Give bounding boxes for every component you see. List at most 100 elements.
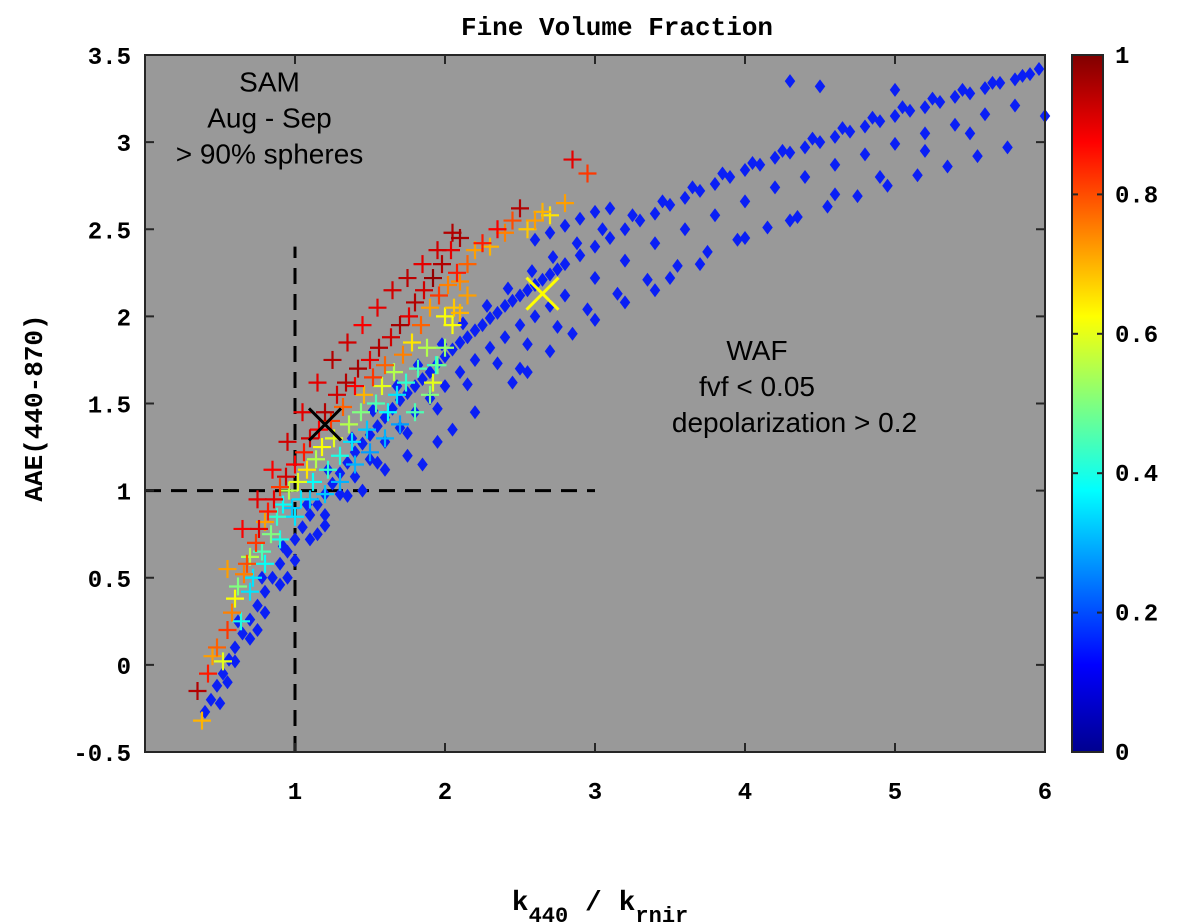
sam-point: [370, 338, 388, 357]
waf-point: [807, 131, 818, 146]
x-label-k2: k: [619, 888, 636, 919]
waf-point: [537, 272, 548, 287]
sam-point: [481, 237, 499, 256]
waf-point: [1033, 61, 1045, 76]
waf-point: [312, 527, 323, 542]
waf-point: [469, 405, 481, 420]
sam-point: [298, 460, 316, 479]
waf-point: [582, 302, 593, 317]
sam-point: [451, 272, 469, 291]
sam-point: [443, 316, 462, 335]
waf-point: [657, 194, 668, 209]
sam-point: [307, 450, 325, 469]
waf-point: [454, 365, 466, 380]
waf-point: [972, 149, 983, 164]
sam-point: [361, 350, 379, 369]
waf-point: [259, 605, 271, 620]
sam-point: [343, 432, 361, 451]
waf-point: [304, 532, 316, 547]
waf-point: [777, 143, 788, 158]
waf-point: [327, 476, 338, 491]
waf-point: [589, 204, 601, 219]
x-axis-ticks: 1 2 3 4 5 6: [288, 55, 1052, 807]
waf-point: [484, 340, 496, 355]
waf-point: [867, 110, 878, 125]
waf-point: [739, 163, 751, 178]
sam-point: [337, 373, 355, 392]
waf-point: [567, 326, 578, 341]
waf-point: [282, 570, 293, 585]
sam-point: [541, 206, 559, 225]
sam-point: [496, 223, 514, 242]
waf-point: [571, 236, 583, 251]
waf-point: [762, 220, 773, 235]
waf-point: [874, 169, 886, 184]
annotations: SAM Aug - Sep > 90% spheres WAF fvf < 0.05 de…: [176, 67, 917, 438]
sam-point: [250, 519, 268, 538]
waf-point: [499, 330, 511, 345]
y-tick-label: 1.5: [88, 394, 131, 421]
waf-point: [357, 483, 368, 498]
sam-point: [328, 385, 346, 404]
sam-point: [265, 490, 283, 509]
reference-lines: [145, 246, 595, 752]
sam-point: [473, 234, 492, 253]
waf-point: [342, 455, 353, 470]
waf-point: [612, 286, 623, 301]
colorbar-tick-label: 1: [1115, 44, 1129, 71]
waf-point: [319, 508, 331, 523]
sam-point: [244, 568, 262, 587]
waf-point: [829, 129, 841, 144]
waf-point: [432, 401, 443, 416]
waf-point: [529, 232, 541, 247]
waf-point: [492, 305, 503, 320]
waf-point: [1024, 67, 1036, 82]
waf-point: [694, 257, 706, 272]
sam-point: [451, 228, 469, 247]
waf-point: [259, 584, 271, 599]
waf-point: [447, 422, 458, 437]
sam-point: [188, 682, 207, 701]
sam-point: [448, 263, 466, 282]
sam-point: [406, 403, 424, 422]
colorbar-tick-label: 0.4: [1115, 462, 1158, 489]
sam-point: [338, 333, 357, 352]
sam-point: [353, 316, 372, 335]
sam-point: [340, 415, 358, 434]
waf-point: [507, 293, 518, 308]
waf-point: [837, 121, 848, 136]
waf-point: [244, 612, 256, 627]
waf-point: [829, 187, 841, 202]
sam-point: [379, 403, 397, 422]
waf-point: [604, 201, 616, 216]
sam-point: [203, 647, 222, 666]
waf-point: [372, 455, 383, 470]
sam-point: [424, 269, 442, 288]
sam-point: [355, 385, 373, 404]
annotation-line: > 90% spheres: [176, 139, 364, 170]
sam-point: [331, 446, 349, 465]
waf-point: [214, 696, 226, 711]
sam-point: [409, 359, 427, 378]
waf-point: [252, 623, 263, 638]
sam-point: [229, 577, 247, 596]
sam-point: [458, 255, 477, 274]
waf-point: [919, 100, 931, 115]
waf-point: [979, 81, 991, 96]
sam-point: [319, 460, 337, 479]
waf-point: [462, 330, 473, 345]
sam-point: [367, 394, 385, 413]
waf-point: [544, 344, 556, 359]
annotation-line: SAM: [239, 67, 300, 98]
sam-point: [247, 533, 265, 552]
waf-point: [634, 213, 646, 228]
waf-point: [919, 126, 931, 141]
sam-point: [292, 490, 310, 509]
sam-point: [511, 199, 529, 218]
waf-point: [484, 311, 496, 326]
sam-point: [358, 420, 376, 439]
sam-point: [323, 350, 342, 369]
waf-point: [522, 337, 533, 352]
y-tick-label: 2: [117, 306, 131, 333]
sam-point: [391, 316, 409, 335]
